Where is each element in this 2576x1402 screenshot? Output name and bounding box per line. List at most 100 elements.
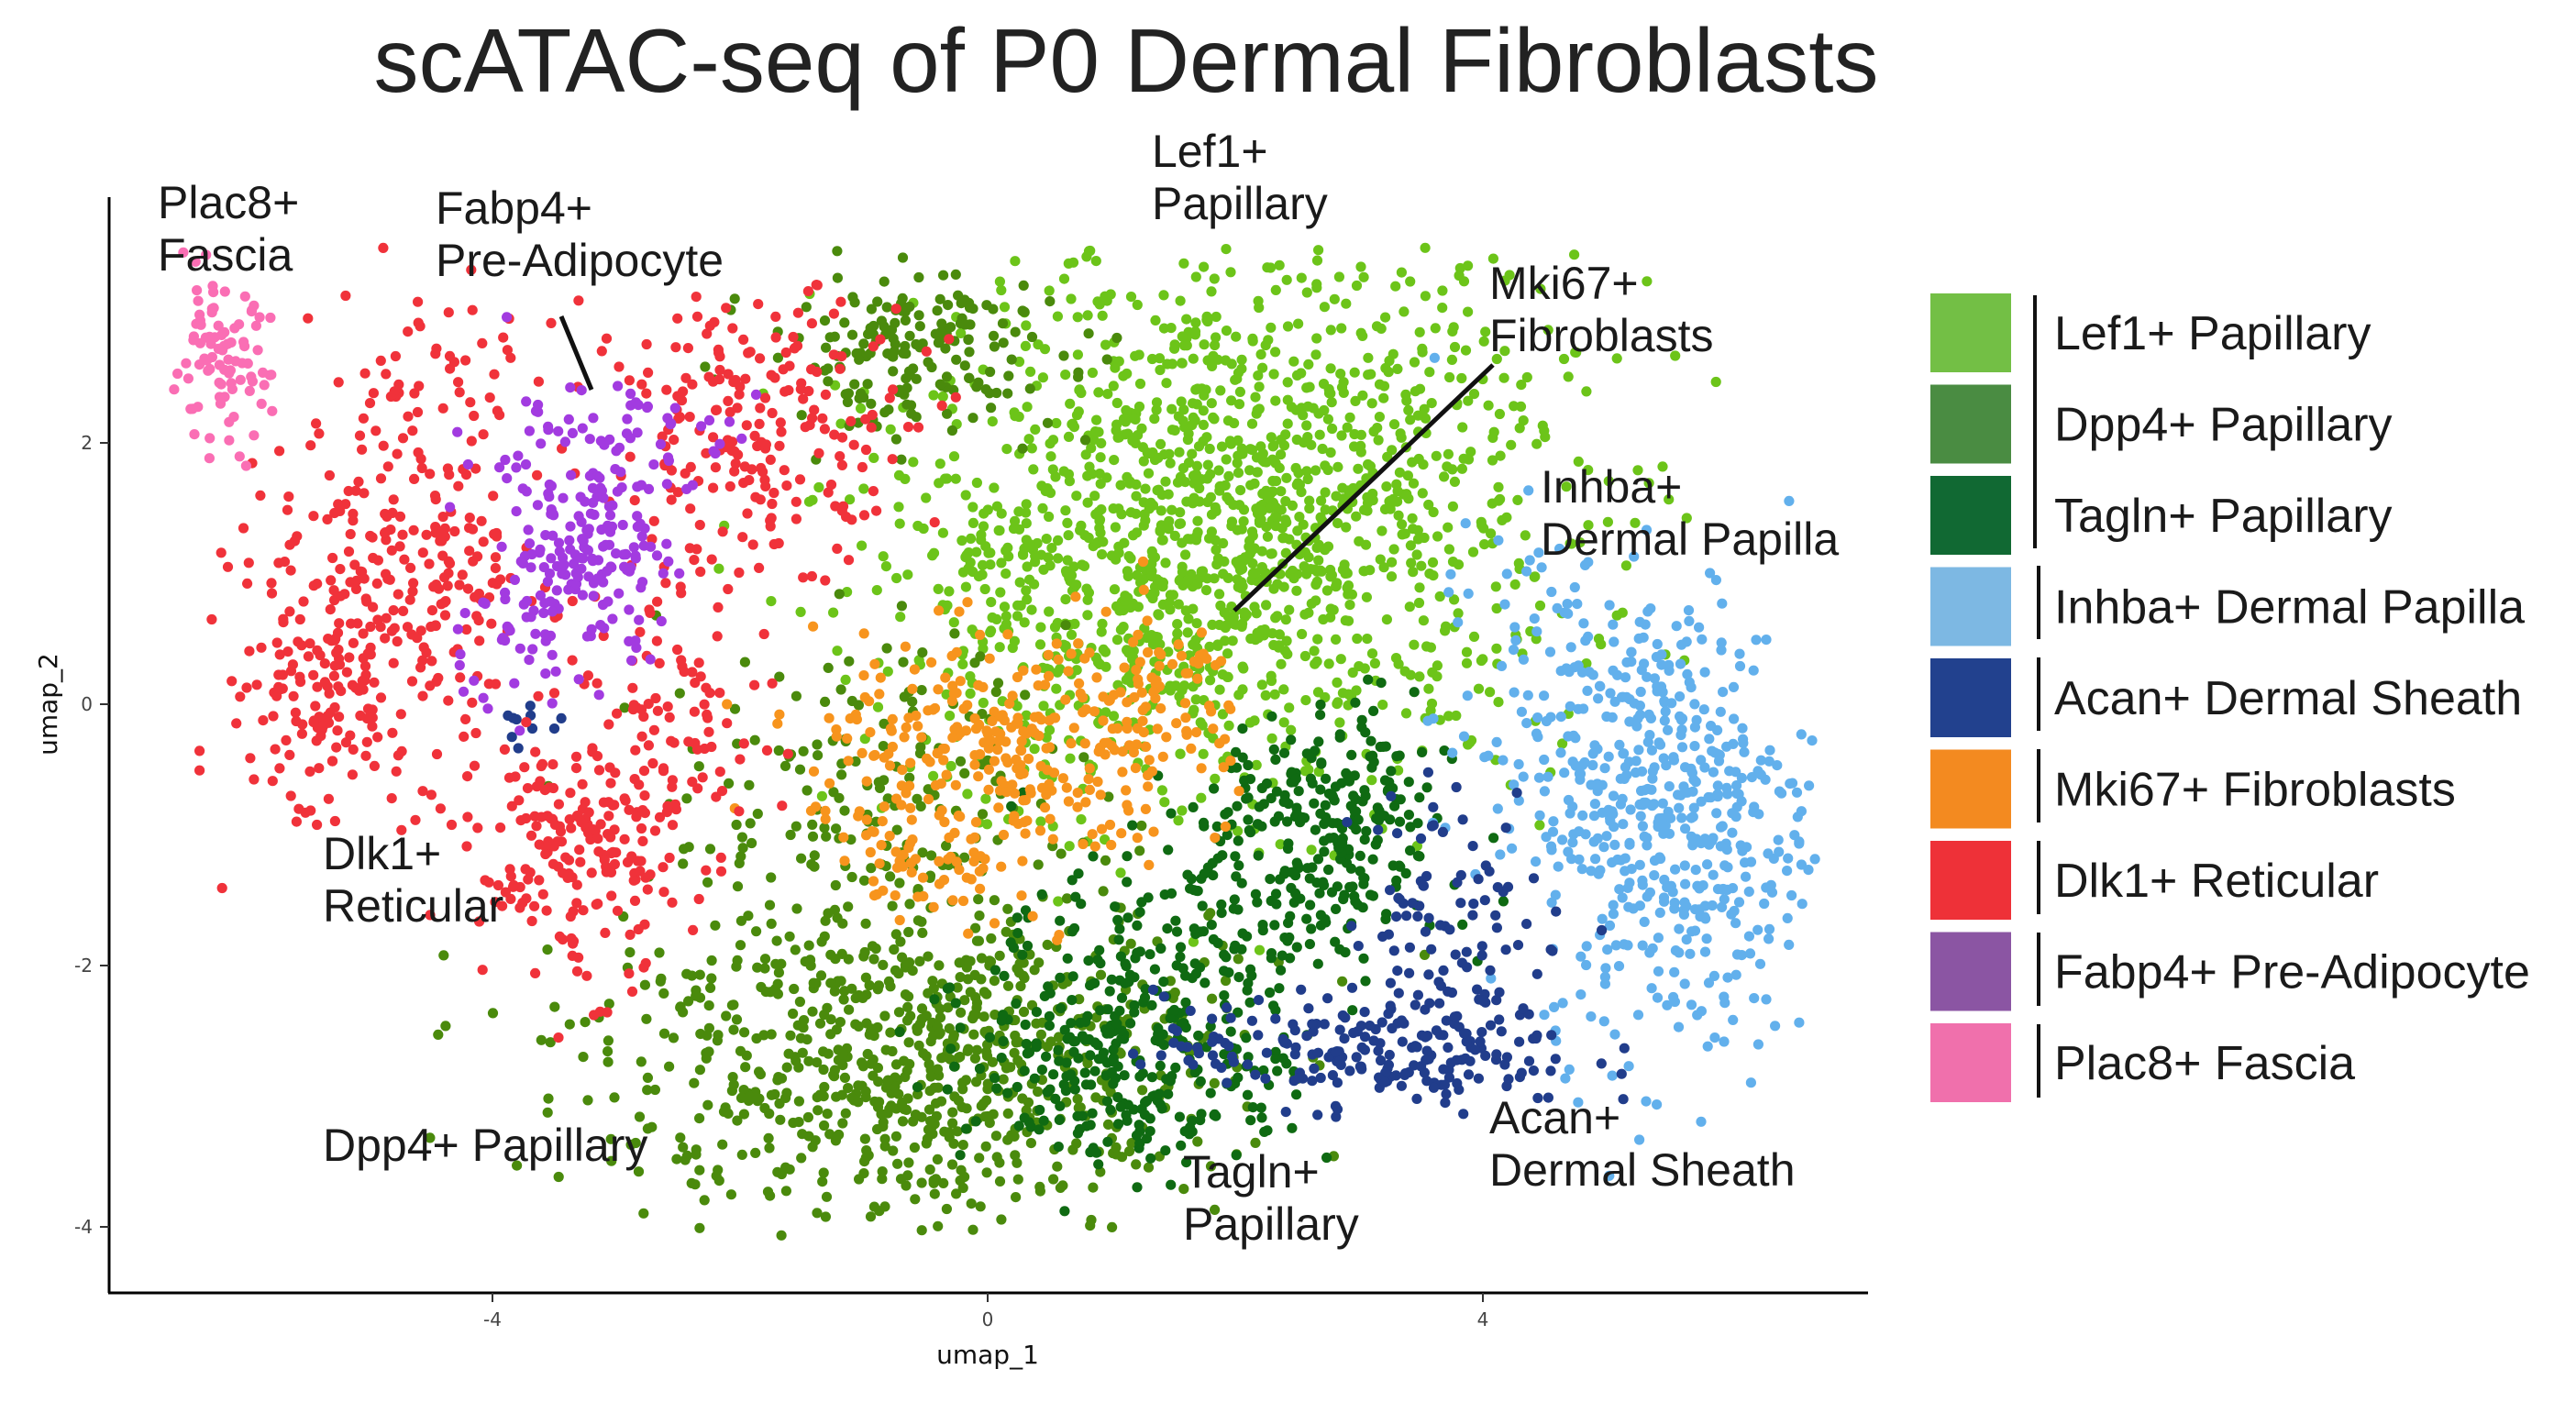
point-inhba-dermal-papilla <box>1460 518 1471 529</box>
point-dpp4-papillary <box>955 1052 966 1063</box>
point-dlk1-reticular <box>268 711 279 722</box>
point-dpp4-papillary <box>710 920 721 931</box>
point-mki67-fibroblasts <box>1148 826 1159 837</box>
point-dpp4-papillary <box>1003 370 1014 381</box>
point-mki67-fibroblasts <box>858 670 869 681</box>
point-dpp4-papillary <box>751 926 762 937</box>
point-tagln-papillary <box>1041 1051 1052 1062</box>
point-acan-dermal-sheath <box>1332 1104 1343 1115</box>
point-acan-dermal-sheath <box>1356 1064 1367 1075</box>
point-acan-dermal-sheath <box>1377 931 1388 942</box>
point-dlk1-reticular <box>437 403 448 414</box>
point-tagln-papillary <box>1039 990 1050 1001</box>
point-dpp4-papillary <box>820 915 831 926</box>
point-inhba-dermal-papilla <box>1710 575 1721 586</box>
point-lef1-papillary <box>944 586 955 597</box>
point-dlk1-reticular <box>395 709 406 720</box>
point-lef1-papillary <box>1409 639 1420 650</box>
point-dpp4-papillary <box>853 1021 864 1032</box>
point-acan-dermal-sheath <box>1500 944 1511 955</box>
point-dpp4-papillary <box>897 293 908 304</box>
point-lef1-papillary <box>1234 386 1245 397</box>
point-lef1-papillary <box>1111 635 1123 646</box>
point-lef1-papillary <box>1311 279 1322 290</box>
point-lef1-papillary <box>1478 336 1489 347</box>
point-lef1-papillary <box>1331 634 1342 646</box>
point-tagln-papillary <box>1067 875 1078 886</box>
point-lef1-papillary <box>1176 396 1187 407</box>
point-dpp4-papillary <box>994 950 1005 961</box>
point-tagln-papillary <box>894 1026 905 1037</box>
point-mki67-fibroblasts <box>1053 654 1064 665</box>
point-acan-dermal-sheath <box>1451 1054 1462 1065</box>
point-dpp4-papillary <box>904 957 915 968</box>
point-dpp4-papillary <box>578 1052 589 1063</box>
point-acan-dermal-sheath <box>548 723 560 734</box>
point-inhba-dermal-papilla <box>1738 734 1749 745</box>
point-mki67-fibroblasts <box>1122 723 1133 734</box>
point-inhba-dermal-papilla <box>1727 883 1739 894</box>
point-inhba-dermal-papilla <box>1656 812 1667 823</box>
point-mki67-fibroblasts <box>1141 741 1152 753</box>
point-acan-dermal-sheath <box>1597 924 1608 936</box>
point-inhba-dermal-papilla <box>1575 989 1587 1000</box>
point-inhba-dermal-papilla <box>1620 672 1631 683</box>
point-lef1-papillary <box>937 527 948 538</box>
point-dpp4-papillary <box>834 792 845 803</box>
point-lef1-papillary <box>1294 480 1305 491</box>
point-lef1-papillary <box>1499 346 1510 357</box>
point-lef1-papillary <box>1134 378 1146 390</box>
point-lef1-papillary <box>832 646 843 657</box>
point-dpp4-papillary <box>905 400 917 411</box>
point-lef1-papillary <box>934 458 945 469</box>
point-dpp4-papillary <box>1116 1152 1128 1163</box>
point-lef1-papillary <box>1336 323 1347 334</box>
point-tagln-papillary <box>1104 986 1115 997</box>
point-dpp4-papillary <box>1042 939 1053 950</box>
point-dpp4-papillary <box>882 1076 893 1087</box>
point-lef1-papillary <box>1657 461 1668 472</box>
point-lef1-papillary <box>1076 814 1087 825</box>
point-lef1-papillary <box>1218 569 1229 580</box>
point-lef1-papillary <box>1257 362 1268 373</box>
point-lef1-papillary <box>971 546 982 557</box>
point-lef1-papillary <box>1237 448 1248 459</box>
point-inhba-dermal-papilla <box>1602 944 1613 955</box>
point-mki67-fibroblasts <box>974 719 985 731</box>
point-dpp4-papillary <box>965 955 976 966</box>
point-tagln-papillary <box>1093 1159 1104 1170</box>
point-lef1-papillary <box>882 666 893 677</box>
point-dpp4-papillary <box>744 1091 755 1102</box>
point-acan-dermal-sheath <box>1473 874 1484 885</box>
point-tagln-papillary <box>1208 933 1219 945</box>
point-dpp4-papillary <box>917 847 928 858</box>
point-dlk1-reticular <box>305 440 316 451</box>
point-lef1-papillary <box>1144 447 1155 459</box>
point-inhba-dermal-papilla <box>1521 566 1532 577</box>
point-tagln-papillary <box>1272 1065 1283 1076</box>
point-lef1-papillary <box>893 502 904 513</box>
point-dpp4-papillary <box>879 1133 890 1144</box>
point-lef1-papillary <box>1602 516 1613 527</box>
point-lef1-papillary <box>1323 658 1334 669</box>
point-dpp4-papillary <box>924 1086 935 1097</box>
point-lef1-papillary <box>1147 592 1158 604</box>
point-mki67-fibroblasts <box>904 838 916 849</box>
point-lef1-papillary <box>1052 311 1063 322</box>
point-lef1-papillary <box>1288 573 1299 584</box>
point-tagln-papillary <box>1022 940 1034 952</box>
point-lef1-papillary <box>1063 258 1074 269</box>
point-inhba-dermal-papilla <box>1686 999 1697 1010</box>
point-tagln-papillary <box>1233 904 1244 915</box>
point-mki67-fibroblasts <box>1087 829 1098 840</box>
point-lef1-papillary <box>1444 371 1455 383</box>
point-inhba-dermal-papilla <box>1547 826 1559 837</box>
point-lef1-papillary <box>1280 614 1291 625</box>
point-lef1-papillary <box>1177 358 1188 369</box>
point-lef1-papillary <box>1081 251 1092 262</box>
point-dpp4-papillary <box>997 318 1009 329</box>
point-lef1-papillary <box>1198 405 1209 416</box>
point-tagln-papillary <box>1080 1079 1092 1090</box>
point-dlk1-reticular <box>445 363 456 374</box>
point-dpp4-papillary <box>781 1062 792 1073</box>
